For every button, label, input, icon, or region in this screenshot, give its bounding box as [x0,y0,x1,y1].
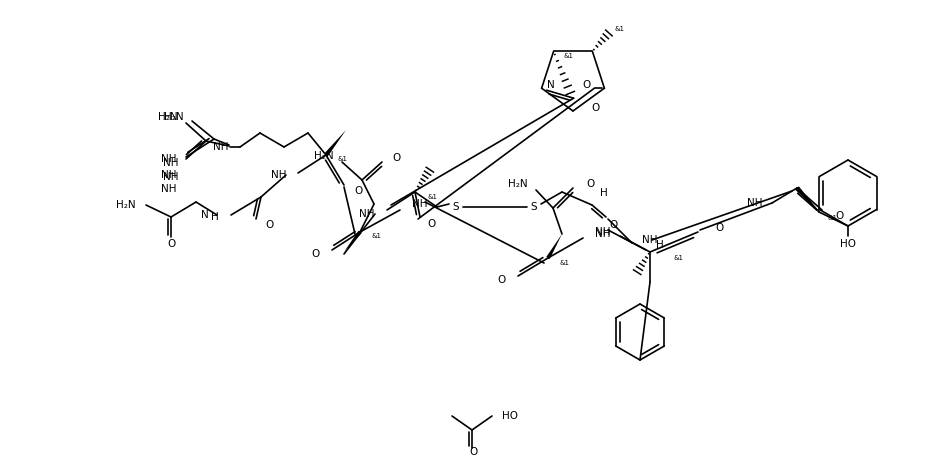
Text: O: O [354,186,362,196]
Text: HO: HO [839,239,855,249]
Text: &1: &1 [614,26,624,32]
Text: O: O [497,275,505,285]
Text: NH: NH [212,142,228,152]
Text: O: O [591,103,599,113]
Text: NH: NH [162,172,177,182]
Text: NH: NH [270,170,286,180]
Text: &1: &1 [427,194,436,200]
Text: H: H [655,240,664,250]
Text: NH: NH [359,209,375,219]
Text: O: O [834,211,842,221]
Text: NH: NH [594,229,610,239]
Text: HO: HO [501,411,517,421]
Text: H₂N: H₂N [314,151,333,161]
Text: NH: NH [641,235,657,245]
Text: NH: NH [162,158,177,168]
Text: O: O [264,220,273,230]
Text: &1: &1 [826,215,836,221]
Text: &1: &1 [560,260,569,266]
Text: NH: NH [747,198,762,208]
Text: O: O [168,239,176,249]
Text: O: O [715,223,722,233]
Text: NH: NH [412,199,427,209]
Text: H₂N: H₂N [164,112,184,122]
Text: &1: &1 [563,53,573,59]
Text: H₂N: H₂N [508,179,528,189]
Text: NH: NH [160,154,176,164]
Text: S: S [531,202,537,212]
Text: NH: NH [595,227,610,237]
Text: S: S [452,202,459,212]
Text: &1: &1 [673,255,683,261]
Text: H₂N: H₂N [159,112,177,122]
Text: O: O [312,249,320,259]
Text: O: O [427,219,435,229]
Text: N: N [547,80,554,90]
Polygon shape [344,231,362,252]
Text: O: O [469,447,477,457]
Text: O: O [392,153,400,163]
Text: &1: &1 [372,233,381,239]
Text: NH: NH [160,184,176,194]
Text: &1: &1 [338,156,347,162]
Text: N: N [201,210,209,220]
Polygon shape [324,130,346,156]
Text: H: H [211,212,219,222]
Text: H: H [599,188,607,198]
Text: O: O [582,80,590,90]
Text: NH: NH [160,170,176,180]
Polygon shape [546,234,562,259]
Text: O: O [585,179,594,189]
Polygon shape [794,186,820,214]
Text: H₂N: H₂N [116,200,136,210]
Text: O: O [609,220,617,230]
